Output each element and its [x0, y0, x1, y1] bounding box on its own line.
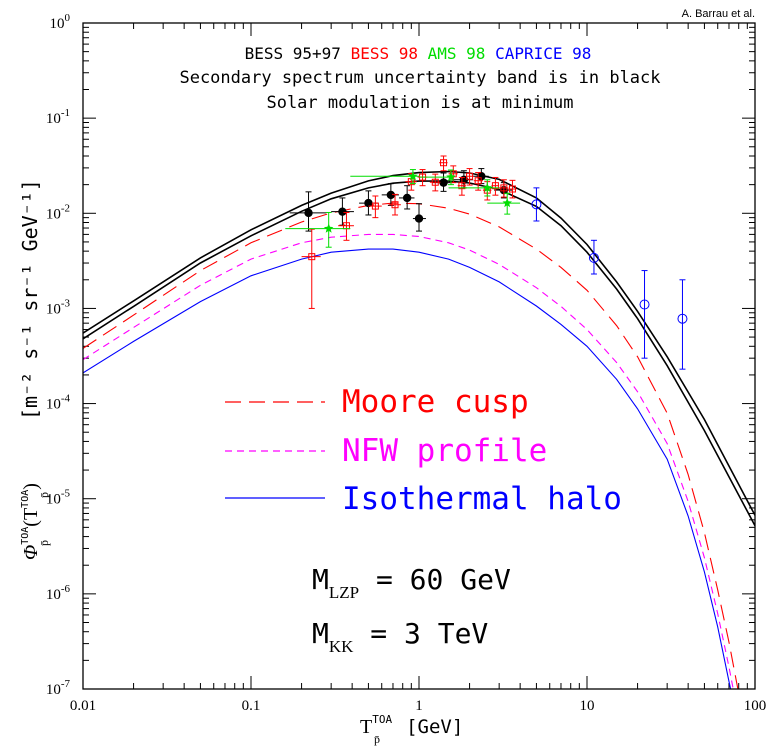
data-set [285, 169, 521, 248]
data-point [371, 202, 379, 210]
secondary-band-line [83, 170, 755, 516]
legend-label: Moore cusp [342, 384, 529, 420]
param-main: M [312, 563, 329, 596]
experiment-label: BESS 98 [351, 44, 418, 63]
x-axis-label: TTOA [GeV] [360, 713, 463, 738]
xlabel-unit: [GeV] [406, 716, 463, 738]
y-tick-label: 10-5 [46, 488, 71, 508]
param-mkk: MKK = 3 TeV [312, 617, 488, 656]
model-curves [83, 170, 755, 689]
experiment-header: BESS 95+97 BESS 98 AMS 98 CAPRICE 98 [245, 44, 592, 63]
ylabel-unit: [m⁻² s⁻¹ sr⁻¹ GeV⁻¹] [18, 179, 42, 420]
note-line: Secondary spectrum uncertainty band is i… [179, 68, 660, 88]
data-set [301, 155, 517, 309]
data-point [588, 252, 599, 263]
param-text: = 60 GeV [359, 563, 511, 596]
data-point [386, 190, 396, 200]
y-tick-labels: 100 10-1 10-2 10-3 10-4 10-5 10-6 10-7 [46, 12, 71, 698]
data-point [364, 198, 373, 208]
data-point [491, 182, 499, 190]
data-point [408, 171, 418, 181]
x-axis-label-sub: p̄ [374, 732, 380, 746]
data-point [338, 207, 347, 216]
param-mlzp: MLZP = 60 GeV [312, 563, 511, 602]
axis-ticks [82, 23, 755, 690]
x-tick-labels: 0.01 0.1 1 10 100 [70, 698, 766, 714]
data-point [477, 172, 486, 181]
y-tick-label: 10-7 [46, 678, 71, 698]
data-point [466, 172, 474, 180]
experiment-label: BESS 95+97 [245, 44, 341, 63]
experiment-label: AMS 98 [428, 44, 486, 63]
data-point [482, 182, 493, 192]
data-point [508, 185, 516, 193]
legend-label: Isothermal halo [342, 481, 622, 517]
data-point [474, 177, 482, 185]
y-axis-label: ΦTOA(TTOA) p̄ p̄ [m⁻² s⁻¹ sr⁻¹ GeV⁻¹] [18, 179, 51, 560]
ylabel-arg-close: ) [20, 483, 42, 490]
data-point [414, 214, 424, 223]
legend-label: NFW profile [342, 433, 547, 469]
y-tick-label: 10-2 [46, 202, 70, 222]
note-line: Solar modulation is at minimum [266, 93, 573, 113]
experimental-data [285, 155, 688, 370]
series-line-nfw-profile [83, 233, 734, 689]
x-tick-label: 100 [744, 698, 767, 714]
ylabel-sub: p̄ [37, 540, 51, 546]
ylabel-phi: Φ [20, 545, 42, 560]
data-point [458, 182, 466, 190]
ylabel-sup: TOA [20, 527, 31, 545]
x-tick-label: 0.1 [242, 698, 261, 714]
y-tick-label: 10-3 [46, 297, 71, 317]
data-point [440, 159, 448, 167]
data-point [500, 184, 508, 192]
data-point [639, 299, 650, 310]
legend: Moore cusp NFW profile Isothermal halo [225, 384, 622, 517]
x-tick-label: 0.01 [70, 698, 96, 714]
plot-frame [82, 22, 756, 690]
ylabel-arg-sup: TOA [20, 490, 31, 508]
data-point [439, 178, 448, 187]
xlabel-sup: TOA [372, 713, 392, 726]
secondary-band-line [83, 180, 755, 527]
data-point [502, 198, 512, 208]
y-tick-label: 10-1 [46, 107, 70, 127]
series-line-isothermal-halo [83, 248, 732, 689]
y-tick-label: 10-6 [46, 583, 71, 603]
data-set [531, 187, 688, 370]
data-point [431, 178, 439, 186]
data-point [323, 223, 334, 233]
param-sub: KK [329, 637, 354, 656]
data-point [402, 193, 412, 203]
x-tick-label: 1 [415, 698, 423, 714]
y-tick-label: 10-4 [46, 393, 71, 413]
xlabel-main: T [360, 716, 372, 738]
data-point [304, 208, 313, 218]
experiment-label: CAPRICE 98 [495, 44, 591, 63]
y-tick-label: 100 [50, 12, 71, 32]
param-sub: LZP [329, 583, 359, 602]
data-point [677, 313, 688, 324]
data-point [446, 172, 456, 182]
data-point [531, 199, 542, 210]
svg-text:ΦTOA(TTOA): ΦTOA(TTOA) [20, 483, 42, 560]
param-text: = 3 TeV [353, 617, 488, 650]
ylabel-arg-sub: p̄ [37, 492, 51, 498]
param-main: M [312, 617, 329, 650]
data-point [308, 253, 316, 261]
ylabel-arg: (T [20, 508, 42, 527]
x-tick-label: 10 [580, 698, 595, 714]
data-point [391, 201, 399, 209]
series-line-moore-cusp [83, 202, 739, 689]
credit-label: A. Barrau et al. [682, 8, 755, 20]
